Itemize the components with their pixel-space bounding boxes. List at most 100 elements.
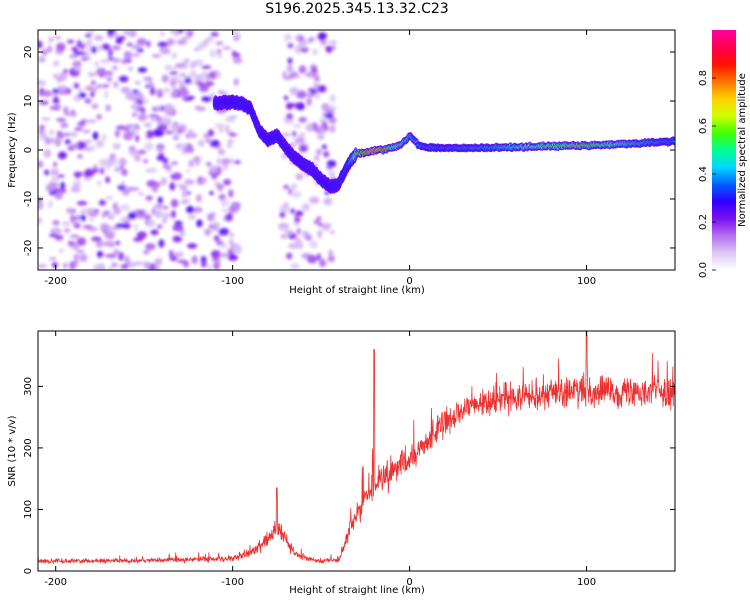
noise-blob: [210, 227, 220, 232]
noise-blob: [317, 229, 323, 239]
noise-blob: [187, 243, 198, 249]
noise-blob: [185, 169, 191, 173]
noise-blob: [180, 200, 189, 204]
noise-blob: [96, 114, 102, 120]
noise-blob: [38, 40, 43, 49]
noise-blob: [128, 30, 137, 38]
noise-blob: [214, 123, 225, 128]
noise-blob: [137, 67, 147, 73]
noise-blob: [101, 210, 106, 219]
noise-blob: [298, 65, 307, 74]
noise-blob: [309, 196, 320, 204]
noise-blob: [74, 257, 79, 266]
noise-blob: [222, 208, 229, 213]
noise-blob: [47, 200, 53, 208]
noise-blob: [99, 167, 105, 175]
noise-blob: [44, 136, 51, 146]
bottom-x-tick-label: -200: [44, 577, 67, 588]
snr-frame: [37, 330, 676, 572]
noise-blob: [38, 56, 46, 63]
noise-blob: [217, 53, 223, 59]
noise-blob: [95, 263, 106, 270]
noise-blob: [122, 133, 128, 139]
noise-blob: [317, 134, 325, 141]
noise-blob: [136, 37, 147, 46]
noise-blob: [73, 171, 83, 177]
noise-blob: [53, 137, 63, 145]
noise-blob: [287, 57, 293, 65]
noise-blob: [205, 74, 210, 83]
noise-blob: [136, 213, 147, 219]
noise-blob: [99, 223, 110, 231]
noise-blob: [87, 38, 93, 43]
noise-blob: [58, 72, 68, 81]
noise-blob: [213, 235, 220, 242]
noise-blob: [223, 179, 232, 186]
noise-blob: [314, 155, 320, 162]
top-y-tick-label: -20: [23, 240, 34, 256]
noise-blob: [72, 60, 82, 68]
noise-blob: [218, 194, 226, 201]
noise-blob: [171, 52, 178, 60]
noise-blob: [173, 251, 185, 258]
noise-blob: [288, 188, 293, 195]
noise-blob: [158, 239, 165, 248]
noise-blob: [204, 138, 212, 144]
noise-blob: [215, 72, 222, 79]
noise-blob: [215, 41, 224, 45]
noise-blob: [141, 107, 146, 114]
noise-blob: [290, 74, 301, 79]
noise-blob: [57, 174, 65, 178]
noise-blob: [38, 160, 44, 168]
noise-blob: [160, 177, 167, 186]
noise-blob: [121, 59, 127, 65]
noise-blob: [207, 264, 212, 270]
noise-blob: [130, 262, 136, 266]
noise-blob: [87, 72, 97, 77]
noise-blob: [119, 217, 126, 223]
noise-blob: [279, 211, 286, 218]
noise-blob: [56, 117, 67, 122]
noise-blob: [172, 224, 184, 232]
noise-blob: [187, 214, 197, 220]
noise-blob: [98, 199, 106, 206]
noise-blob: [62, 133, 71, 137]
noise-blob: [74, 67, 82, 72]
noise-blob: [324, 113, 334, 119]
noise-blob: [312, 73, 320, 80]
noise-blob: [69, 143, 80, 148]
noise-blob: [294, 45, 303, 54]
noise-blob: [286, 252, 293, 260]
noise-blob: [181, 36, 191, 41]
colorbar: 0.0 0.2 0.4 0.6 0.8 Normalized spectral ampl…: [698, 30, 748, 278]
noise-blob: [149, 167, 158, 174]
noise-blob: [312, 49, 318, 55]
noise-blob: [153, 265, 160, 270]
top-x-tick-label: 0: [406, 276, 412, 287]
noise-blob: [157, 196, 163, 205]
noise-blob: [128, 126, 139, 132]
noise-blob: [298, 144, 308, 153]
noise-blob: [52, 60, 60, 67]
colorbar-tick-label: 0.6: [698, 118, 709, 134]
noise-blob: [42, 90, 52, 97]
noise-blob: [79, 42, 86, 50]
noise-blob: [210, 31, 219, 37]
noise-blob: [295, 210, 304, 217]
snr-panel: -200 -100 0 100 0 100 200 300 Height of straig…: [7, 330, 676, 596]
noise-blob: [171, 91, 178, 98]
noise-blob: [177, 259, 187, 264]
noise-blob: [136, 48, 144, 53]
noise-blob: [177, 127, 183, 135]
noise-blob: [218, 228, 230, 236]
noise-blob: [155, 257, 163, 265]
noise-blob: [280, 234, 288, 239]
noise-blob: [77, 88, 84, 92]
noise-blob: [164, 130, 174, 135]
noise-blob: [222, 46, 232, 50]
noise-blob: [58, 89, 69, 96]
noise-blob: [228, 133, 238, 137]
noise-blob: [38, 79, 47, 86]
bottom-y-tick-label: 100: [23, 500, 34, 519]
